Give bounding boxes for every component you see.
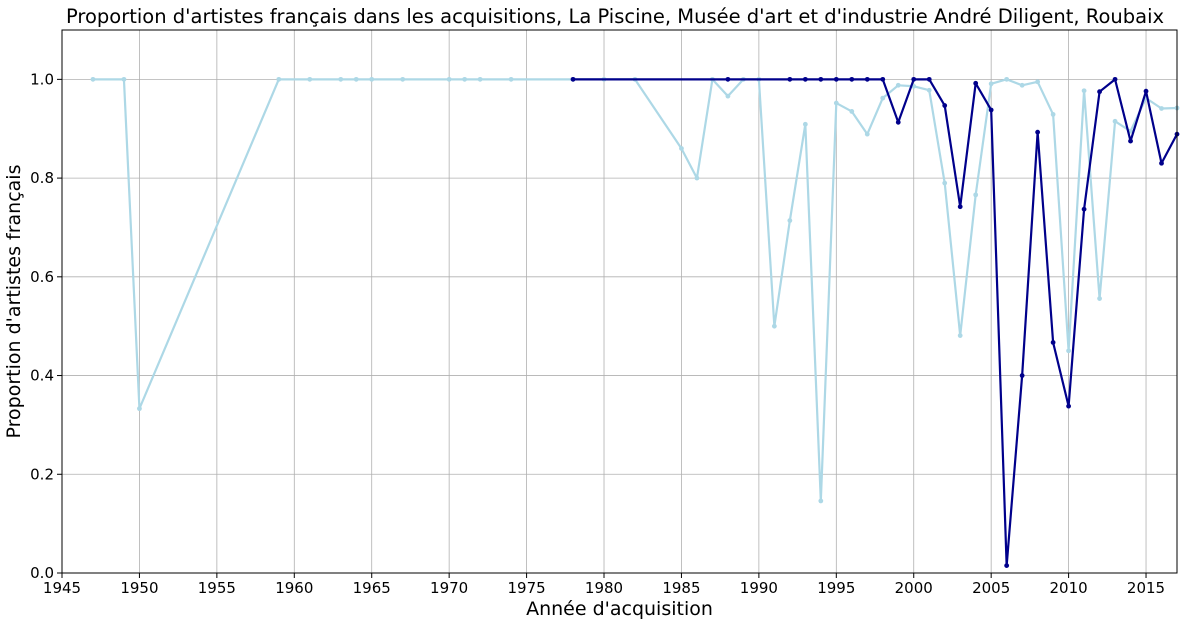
data-point <box>276 76 282 82</box>
data-point <box>725 93 731 99</box>
data-point <box>895 119 901 125</box>
data-point <box>570 76 576 82</box>
grid <box>61 30 1177 574</box>
data-point <box>1066 403 1071 409</box>
data-point <box>973 192 979 198</box>
data-point <box>400 76 406 82</box>
x-tick-label: 1955 <box>198 579 236 597</box>
x-axis-label: Année d'acquisition <box>526 598 713 620</box>
data-point <box>1019 373 1025 378</box>
data-point <box>1112 118 1118 124</box>
x-tick-label: 1950 <box>120 579 158 597</box>
x-tick-label: 1960 <box>275 579 313 597</box>
data-point <box>802 121 808 127</box>
series-1 <box>90 76 1180 504</box>
series-layer <box>90 76 1180 568</box>
y-tick-label: 0.0 <box>30 564 54 582</box>
data-point <box>446 76 452 82</box>
data-point <box>818 76 824 82</box>
data-point <box>973 80 979 86</box>
data-point <box>988 107 994 113</box>
data-point <box>942 103 948 108</box>
data-point <box>1081 88 1087 94</box>
data-point <box>90 76 96 82</box>
data-point <box>802 76 808 82</box>
data-point <box>1035 79 1041 85</box>
x-tick-label: 1970 <box>430 579 468 597</box>
data-point <box>942 180 948 186</box>
y-tick-label: 0.2 <box>30 465 54 483</box>
x-tick-label: 2015 <box>1127 579 1165 597</box>
x-tick-label: 1965 <box>353 579 391 597</box>
data-point <box>864 131 870 137</box>
data-point <box>926 87 932 93</box>
data-point <box>1128 138 1133 144</box>
data-point <box>988 81 994 87</box>
y-tick-label: 0.6 <box>30 268 54 286</box>
y-tick-label: 0.4 <box>30 367 54 385</box>
data-point <box>1019 82 1025 88</box>
data-point <box>880 76 886 82</box>
data-point <box>911 76 917 82</box>
data-point <box>307 76 313 82</box>
data-point <box>369 76 375 82</box>
data-point <box>849 109 855 114</box>
x-tick-label: 1975 <box>507 579 545 597</box>
data-point <box>1112 76 1118 82</box>
data-point <box>1050 340 1056 345</box>
data-point <box>679 146 684 151</box>
series-2 <box>570 76 1180 568</box>
data-point <box>462 76 468 82</box>
axis-ticks: 1945 1950 1955 1960 1965 1970 1975 1980 1985 1990… <box>30 70 1165 597</box>
plot-frame <box>61 29 1178 574</box>
data-point <box>725 76 731 82</box>
data-point <box>1066 348 1071 354</box>
data-point <box>1097 89 1102 95</box>
y-tick-label: 0.8 <box>30 169 54 187</box>
data-point <box>864 76 870 82</box>
data-point <box>1050 112 1056 117</box>
data-point <box>849 76 855 82</box>
data-point <box>957 204 963 210</box>
x-tick-label: 2000 <box>895 579 933 597</box>
data-point <box>694 175 700 181</box>
series-line <box>92 78 1178 503</box>
data-point <box>833 100 839 106</box>
data-point <box>771 323 777 329</box>
data-point <box>895 82 901 88</box>
data-point <box>926 76 932 82</box>
chart-title: Proportion d'artistes français dans les … <box>66 5 1164 28</box>
data-point <box>787 218 793 223</box>
data-point <box>1004 563 1010 568</box>
data-point <box>508 76 514 82</box>
x-tick-label: 1985 <box>662 579 700 597</box>
y-tick-label: 1.0 <box>30 70 54 88</box>
data-point <box>880 95 886 101</box>
x-tick-label: 1990 <box>740 579 778 597</box>
data-point <box>121 76 127 82</box>
data-point <box>1159 106 1164 111</box>
x-tick-label: 1980 <box>585 579 623 597</box>
x-tick-label: 2010 <box>1050 579 1088 597</box>
data-point <box>1081 206 1087 212</box>
x-tick-label: 2005 <box>972 579 1010 597</box>
data-point <box>1004 76 1010 82</box>
y-axis-label: Proportion d'artistes français <box>3 165 25 439</box>
data-point <box>1159 160 1164 166</box>
data-point <box>353 76 359 82</box>
series-line <box>573 78 1178 567</box>
data-point <box>957 333 963 338</box>
data-point <box>338 76 344 82</box>
x-tick-label: 1945 <box>43 579 81 597</box>
data-point <box>1143 88 1149 94</box>
data-point <box>477 76 483 82</box>
data-point <box>818 498 824 504</box>
data-point <box>787 76 793 82</box>
x-tick-label: 1995 <box>817 579 855 597</box>
data-point <box>1035 129 1041 135</box>
data-point <box>1097 296 1102 301</box>
data-point <box>833 76 839 82</box>
data-point <box>137 406 142 412</box>
